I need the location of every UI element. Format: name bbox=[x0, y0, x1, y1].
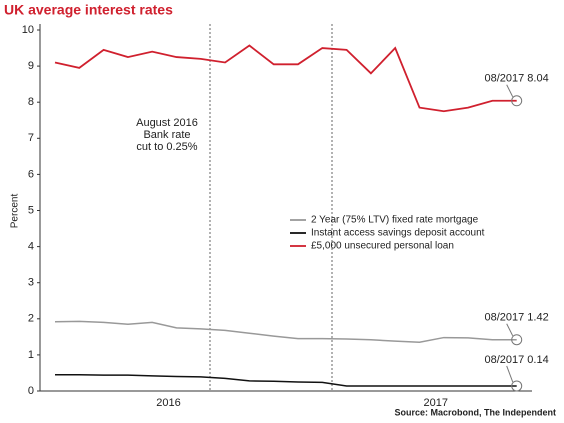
y-tick-label: 10 bbox=[22, 24, 34, 36]
y-tick-label: 6 bbox=[28, 168, 34, 180]
y-tick-label: 1 bbox=[28, 349, 34, 361]
chart-title: UK average interest rates bbox=[4, 2, 173, 18]
source: Source: Macrobond, The Independent bbox=[394, 407, 556, 417]
legend-label: £5,000 unsecured personal loan bbox=[311, 241, 454, 252]
end-marker bbox=[511, 334, 523, 346]
y-tick-label: 5 bbox=[28, 204, 34, 216]
annotation-leader bbox=[506, 323, 514, 336]
x-tick-label: 2017 bbox=[424, 397, 448, 409]
y-axis-label: Percent bbox=[10, 194, 21, 229]
end-marker bbox=[511, 95, 523, 107]
y-tick-label: 3 bbox=[28, 277, 34, 289]
legend-label: 2 Year (75% LTV) fixed rate mortgage bbox=[311, 215, 479, 226]
y-tick-label: 9 bbox=[28, 60, 34, 72]
annotation: 08/2017 0.14 bbox=[484, 354, 548, 366]
y-tick-label: 7 bbox=[28, 132, 34, 144]
series-line bbox=[54, 44, 517, 113]
annotation-leader bbox=[506, 365, 514, 383]
legend-label: Instant access savings deposit account bbox=[311, 228, 485, 239]
annotation-leader bbox=[506, 84, 514, 97]
y-tick-label: 4 bbox=[28, 241, 34, 253]
annotation: 08/2017 8.04 bbox=[484, 73, 548, 85]
series-line bbox=[54, 320, 517, 344]
series-line bbox=[55, 374, 517, 387]
event-note: August 2016 bbox=[136, 117, 198, 129]
x-tick-label: 2016 bbox=[156, 397, 180, 409]
event-note: cut to 0.25% bbox=[136, 141, 197, 153]
annotation: 08/2017 1.42 bbox=[484, 312, 548, 324]
event-note: Bank rate bbox=[143, 129, 190, 141]
y-tick-label: 2 bbox=[28, 313, 34, 325]
y-tick-label: 8 bbox=[28, 96, 34, 108]
end-marker bbox=[511, 380, 523, 392]
y-tick-label: 0 bbox=[28, 385, 34, 397]
